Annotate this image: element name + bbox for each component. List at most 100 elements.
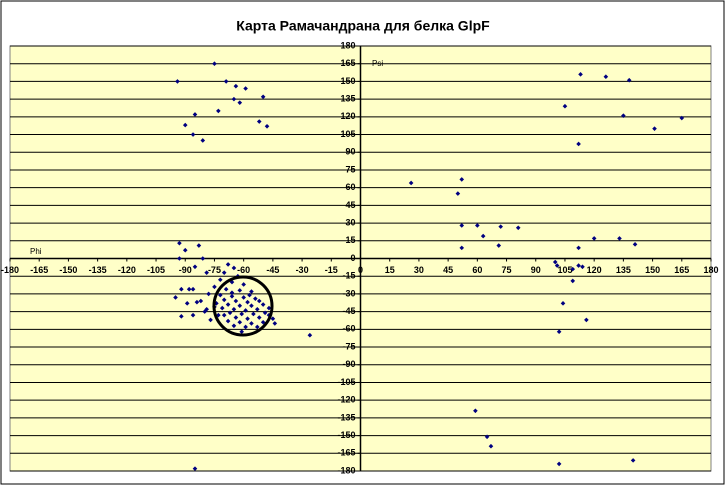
x-tick-label: -75 [208, 265, 221, 275]
point [617, 236, 622, 241]
point [243, 308, 248, 313]
point [229, 279, 235, 285]
point [576, 141, 581, 147]
y-tick-label: -120 [337, 395, 355, 405]
point [576, 263, 581, 268]
point [652, 126, 657, 131]
point [580, 264, 585, 270]
point [237, 288, 243, 293]
point [216, 108, 221, 114]
point [632, 242, 638, 247]
y-tick-label: -60 [342, 324, 355, 334]
point [260, 94, 266, 100]
point [221, 297, 227, 303]
x-tick-label: 150 [645, 265, 660, 275]
point [233, 298, 239, 304]
y-tick-label: -45 [342, 306, 355, 316]
point [245, 299, 250, 305]
chart-title: Карта Рамачандрана для белка GlpF [236, 18, 490, 34]
point [177, 240, 182, 246]
point [254, 306, 260, 312]
point [173, 295, 178, 300]
point [556, 461, 562, 467]
point [221, 270, 227, 275]
x-tick-label: -15 [325, 265, 338, 275]
point [179, 314, 184, 319]
x-tick-label: -30 [296, 265, 309, 275]
point [249, 289, 254, 294]
point [459, 177, 465, 182]
y-tick-label: -75 [342, 341, 355, 351]
point [241, 282, 246, 287]
point [249, 321, 254, 326]
point [192, 112, 198, 117]
point [459, 245, 465, 251]
point [260, 302, 266, 307]
y-tick-label: 90 [345, 147, 355, 157]
x-tick-label: 75 [502, 265, 512, 275]
x-tick-label: 60 [472, 265, 482, 275]
x-tick-label: 90 [531, 265, 541, 275]
point [679, 115, 685, 121]
point [237, 303, 243, 309]
point [182, 122, 188, 128]
point [570, 266, 576, 272]
point [204, 306, 209, 312]
y-tick-label: 165 [340, 58, 355, 68]
point [206, 291, 211, 297]
point [245, 316, 250, 322]
x-tick-label: 105 [557, 265, 572, 275]
y-tick-label: -15 [342, 271, 355, 281]
point [225, 318, 231, 324]
point [408, 180, 414, 186]
point [249, 303, 254, 309]
point [256, 298, 262, 304]
point [198, 298, 204, 304]
point [578, 72, 583, 77]
point [182, 247, 188, 253]
y-tick-label: -30 [342, 288, 355, 298]
point [272, 321, 278, 326]
x-tick-label: 15 [385, 265, 395, 275]
x-tick-label: -165 [30, 265, 48, 275]
x-tick-label: 165 [674, 265, 689, 275]
highlight-circle [212, 275, 274, 337]
point [480, 233, 486, 239]
point [231, 265, 237, 271]
y-tick-label: 15 [345, 235, 355, 245]
point [229, 290, 235, 296]
y-tick-label: 150 [340, 76, 355, 86]
y-tick-label: -180 [337, 465, 355, 475]
point [562, 103, 568, 109]
point [177, 256, 182, 261]
point [552, 259, 558, 265]
point [251, 311, 256, 317]
point [484, 434, 490, 440]
x-tick-label: 45 [443, 265, 453, 275]
point [556, 329, 562, 334]
point [221, 312, 227, 318]
point [219, 305, 225, 311]
point [626, 77, 632, 83]
point [231, 306, 237, 312]
point [243, 86, 248, 91]
y-tick-label: 45 [345, 200, 355, 210]
point [256, 119, 262, 124]
point [200, 138, 206, 143]
point [231, 96, 237, 102]
y-tick-label: 135 [340, 94, 355, 104]
point [190, 312, 196, 318]
point [241, 295, 246, 300]
point [218, 277, 223, 283]
point [192, 264, 198, 270]
point [260, 319, 266, 325]
point [475, 223, 480, 228]
point [218, 292, 223, 298]
point [179, 286, 184, 292]
x-tick-label: -90 [179, 265, 192, 275]
x-tick-label: -105 [147, 265, 165, 275]
point [225, 262, 231, 267]
point [190, 132, 196, 137]
point [603, 74, 609, 79]
